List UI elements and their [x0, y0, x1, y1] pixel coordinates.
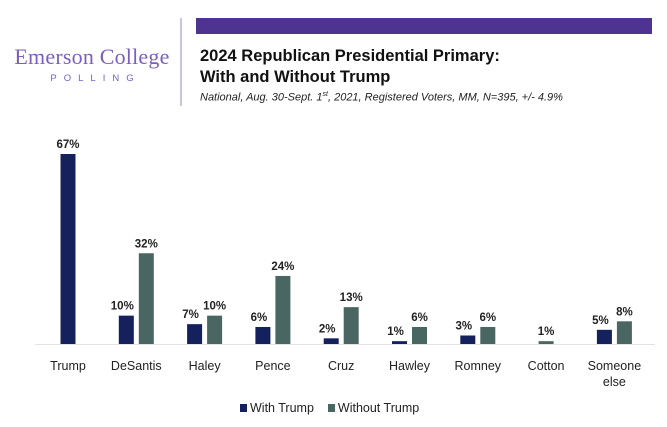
x-tick-label-romney: Romney	[455, 359, 502, 373]
bar-someone-else-without-trump	[616, 321, 632, 344]
bar-chart: 67% Trump 10% 32% DeSantis 7% 10% Haley 6% 24% Pen…	[35, 139, 655, 389]
x-tick-label-desantis: DeSantis	[111, 359, 162, 373]
subtitle-pre: National, Aug. 30-Sept. 1	[200, 91, 323, 104]
logo-sub-text: POLLING	[50, 73, 141, 84]
chart-title: 2024 Republican Presidential Primary: Wi…	[200, 46, 500, 88]
data-label-haley-with-trump: 7%	[182, 309, 199, 321]
legend-label-with-trump: With Trump	[250, 401, 314, 415]
legend-label-without-trump: Without Trump	[337, 401, 420, 415]
bar-haley-without-trump	[207, 315, 223, 344]
subtitle-post: , 2021, Registered Voters, MM, N=395, +/…	[327, 91, 563, 104]
title-line-2: With and Without Trump	[200, 68, 391, 86]
bar-hawley-without-trump	[412, 326, 427, 344]
data-label-desantis-without-trump: 32%	[135, 238, 158, 250]
data-label-pence-with-trump: 6%	[251, 312, 268, 324]
data-label-cruz-with-trump: 2%	[319, 323, 336, 335]
data-label-trump-with-trump: 67%	[56, 139, 79, 151]
data-label-haley-without-trump: 10%	[203, 301, 226, 313]
data-label-someone-else-without-trump: 8%	[616, 306, 633, 318]
bar-someone-else-with-trump	[596, 329, 612, 344]
x-tick-label-cotton: Cotton	[528, 359, 565, 373]
data-label-hawley-with-trump: 1%	[387, 326, 404, 338]
subtitle-sup: st	[322, 91, 328, 98]
bar-cotton-without-trump	[538, 341, 554, 344]
x-tick-label-someone-else: Someone	[588, 359, 642, 373]
data-label-someone-else-with-trump: 5%	[592, 315, 609, 327]
bar-romney-without-trump	[480, 326, 496, 344]
emerson-logo: Emerson College POLLING	[12, 44, 172, 84]
data-label-hawley-without-trump: 6%	[411, 312, 428, 324]
x-tick-label-hawley: Hawley	[389, 359, 431, 373]
x-tick-label-haley: Haley	[189, 359, 222, 373]
bar-cruz-without-trump	[343, 307, 359, 344]
bar-desantis-with-trump	[118, 315, 134, 344]
chart-subtitle: National, Aug. 30-Sept. 1st, 2021, Regis…	[200, 91, 563, 104]
bar-hawley-with-trump	[392, 341, 407, 344]
bar-romney-with-trump	[460, 335, 476, 344]
legend-swatch-without-trump	[327, 404, 335, 412]
data-label-romney-without-trump: 6%	[479, 312, 496, 324]
bar-pence-without-trump	[275, 275, 291, 344]
data-label-cotton-without-trump: 1%	[538, 326, 555, 338]
bar-desantis-without-trump	[138, 253, 154, 344]
bar-haley-with-trump	[187, 324, 203, 344]
header-divider	[180, 18, 182, 106]
x-tick-label-trump: Trump	[50, 359, 86, 373]
bar-pence-with-trump	[255, 326, 271, 344]
x-tick-label-someone-else-line2: else	[603, 375, 626, 389]
data-label-pence-without-trump: 24%	[271, 261, 294, 273]
x-tick-label-pence: Pence	[255, 359, 290, 373]
bar-trump-with-trump	[60, 154, 76, 344]
x-tick-label-cruz: Cruz	[328, 359, 354, 373]
legend-swatch-with-trump	[240, 404, 247, 412]
legend-item-without-trump: Without Trump	[327, 401, 420, 415]
bar-cruz-with-trump	[323, 338, 339, 344]
data-label-cruz-without-trump: 13%	[340, 292, 363, 304]
logo-main-text: Emerson College	[14, 44, 170, 69]
data-label-romney-with-trump: 3%	[455, 320, 472, 332]
brand-bar	[196, 18, 652, 34]
data-label-desantis-with-trump: 10%	[111, 301, 134, 313]
legend-item-with-trump: With Trump	[240, 401, 314, 415]
chart-legend: With Trump Without Trump	[240, 401, 419, 415]
title-line-1: 2024 Republican Presidential Primary:	[200, 47, 500, 65]
